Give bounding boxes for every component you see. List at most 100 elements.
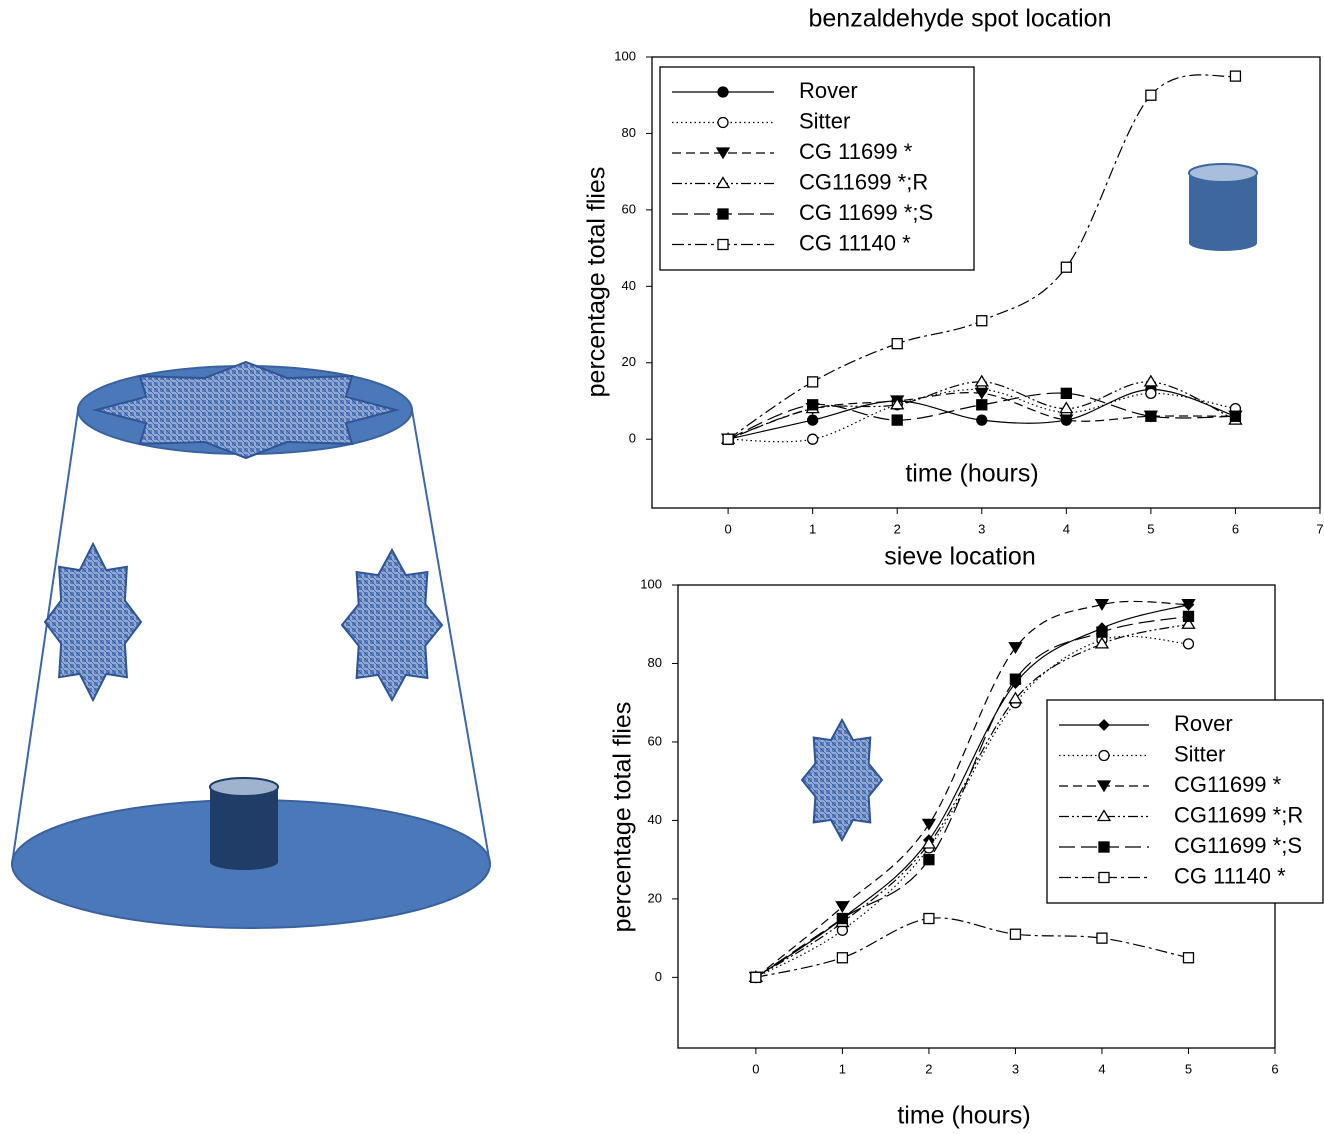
legend-label: Sitter xyxy=(799,108,850,133)
series-line xyxy=(755,600,1189,978)
x-axis-title: time (hours) xyxy=(897,1102,1030,1130)
legend-label: CG11699 *;R xyxy=(799,169,928,194)
legend: Rover Sitter CG 11699 * CG11699 *;R CG 11699… xyxy=(659,66,975,271)
point xyxy=(835,901,850,914)
point xyxy=(976,399,988,411)
charts: benzaldehyde spot location time (hours) pe… xyxy=(583,5,1324,1130)
apparatus-illustration xyxy=(11,163,1258,929)
cone-side xyxy=(11,409,79,865)
point xyxy=(1181,616,1196,629)
y-tick-label: 40 xyxy=(622,278,636,293)
y-tick-label: 20 xyxy=(622,354,636,369)
x-tick-label: 3 xyxy=(978,521,985,536)
legend-label: Rover xyxy=(1174,711,1233,736)
x-axis-title: time (hours) xyxy=(905,460,1038,488)
x-tick-label: 6 xyxy=(1271,1061,1278,1076)
legend-marker xyxy=(1098,749,1110,762)
odor-cup-top xyxy=(209,777,279,797)
y-tick-label: 100 xyxy=(614,48,636,63)
point xyxy=(1182,638,1195,650)
point xyxy=(1009,928,1022,940)
line-chart: benzaldehyde spot location time (hours) pe… xyxy=(583,5,1324,537)
x-tick-label: 4 xyxy=(1063,521,1070,536)
point xyxy=(722,433,734,445)
legend-label: Rover xyxy=(799,78,858,103)
point xyxy=(836,912,849,925)
chart-title: sieve location xyxy=(884,543,1035,571)
point xyxy=(1229,410,1242,422)
x-tick-label: 4 xyxy=(1098,1061,1105,1076)
mesh-sieve xyxy=(800,717,884,843)
point xyxy=(1008,642,1023,655)
y-tick-label: 60 xyxy=(648,733,662,748)
point xyxy=(923,912,935,925)
x-tick-label: 3 xyxy=(1012,1061,1019,1076)
point xyxy=(807,376,819,388)
legend-label: CG 11140 * xyxy=(1174,863,1286,888)
x-tick-label: 5 xyxy=(1147,521,1154,536)
legend-label: CG11699 *;R xyxy=(1174,802,1303,827)
x-tick-label: 7 xyxy=(1316,521,1323,536)
legend-label: CG 11699 * xyxy=(799,139,913,164)
cone-side xyxy=(411,409,491,865)
point xyxy=(807,414,819,426)
legend-marker xyxy=(717,208,729,220)
legend-box xyxy=(659,66,975,271)
point xyxy=(891,414,903,426)
legend-marker xyxy=(717,86,729,98)
point xyxy=(1145,410,1157,422)
point xyxy=(1229,70,1242,82)
point xyxy=(1096,626,1108,638)
point xyxy=(890,397,905,410)
x-tick-label: 2 xyxy=(925,1061,932,1076)
mesh-sieve xyxy=(92,360,400,460)
point xyxy=(923,854,935,866)
point xyxy=(1181,598,1196,611)
y-tick-label: 80 xyxy=(622,125,636,140)
y-tick-label: 0 xyxy=(629,431,636,446)
point xyxy=(1145,387,1157,399)
series-line xyxy=(755,917,1189,978)
legend-marker xyxy=(1096,780,1112,793)
legend-label: CG 11140 * xyxy=(799,230,911,255)
point xyxy=(1060,387,1072,399)
y-axis-title: percentage total flies xyxy=(609,702,637,933)
point xyxy=(1009,673,1022,685)
y-tick-label: 60 xyxy=(622,201,636,216)
point xyxy=(807,433,819,445)
legend-marker xyxy=(715,176,731,189)
odor-cup xyxy=(210,787,278,862)
plot-frame xyxy=(651,56,1321,509)
y-tick-label: 20 xyxy=(648,890,662,905)
legend-marker xyxy=(1098,841,1110,853)
x-tick-label: 0 xyxy=(752,1061,759,1076)
y-tick-label: 0 xyxy=(655,969,662,984)
point xyxy=(976,414,988,426)
legend: Rover Sitter CG11699 * CG11699 *;R CG11699 *… xyxy=(1046,699,1324,904)
legend-marker xyxy=(717,116,729,129)
legend-label: CG 11699 *;S xyxy=(799,200,933,225)
y-tick-label: 80 xyxy=(648,655,662,670)
x-tick-label: 5 xyxy=(1185,1061,1192,1076)
x-tick-label: 2 xyxy=(894,521,901,536)
chart-title: benzaldehyde spot location xyxy=(808,5,1111,33)
point xyxy=(921,836,937,849)
legend-label: CG11699 * xyxy=(1174,772,1282,797)
y-tick-label: 100 xyxy=(640,576,662,591)
point xyxy=(1145,89,1157,101)
point xyxy=(1182,952,1195,964)
point xyxy=(974,387,989,400)
point xyxy=(1008,691,1023,704)
mesh-sieve xyxy=(43,541,143,703)
legend-marker xyxy=(1098,871,1110,884)
odor-cup-bottom xyxy=(210,854,278,870)
point xyxy=(836,952,849,964)
y-axis-title: percentage total flies xyxy=(583,167,611,398)
point xyxy=(750,971,762,984)
point xyxy=(1060,261,1072,273)
odor-cup-icon-bottom xyxy=(1189,235,1257,251)
legend-marker xyxy=(717,238,729,251)
x-tick-label: 1 xyxy=(809,521,816,536)
point xyxy=(1182,610,1195,623)
